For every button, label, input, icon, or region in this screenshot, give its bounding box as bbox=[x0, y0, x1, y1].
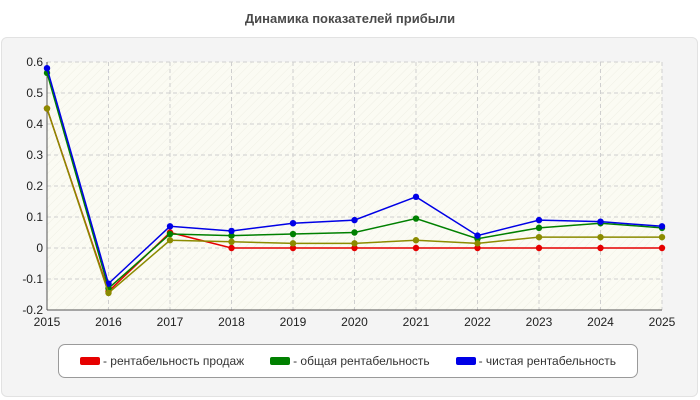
series-point-2 bbox=[474, 232, 481, 239]
series-point-2 bbox=[105, 280, 112, 287]
series-point-2 bbox=[351, 216, 358, 224]
x-tick-label: 2023 bbox=[526, 315, 553, 329]
series-point-3 bbox=[105, 289, 112, 297]
series-point-3 bbox=[535, 233, 543, 241]
legend-item-sales-profitability[interactable]: - рентабельность продаж bbox=[79, 354, 245, 368]
chart-title: Динамика показателей прибыли bbox=[244, 11, 456, 26]
x-tick-label: 2018 bbox=[218, 315, 245, 329]
series-point-0 bbox=[474, 244, 481, 252]
chart-legend: - рентабельность продаж - общая рентабел… bbox=[58, 344, 638, 378]
x-tick-label: 2016 bbox=[95, 315, 122, 329]
series-point-1 bbox=[412, 215, 420, 222]
y-tick-label: 0.4 bbox=[26, 117, 43, 131]
x-tick-label: 2024 bbox=[587, 315, 614, 329]
legend-swatch-green bbox=[270, 357, 291, 365]
series-point-2 bbox=[228, 227, 235, 235]
series-point-3 bbox=[474, 240, 481, 247]
legend-label: - рентабельность продаж bbox=[102, 354, 245, 368]
series-point-3 bbox=[412, 237, 420, 244]
series-point-1 bbox=[535, 224, 543, 232]
legend-label: - общая рентабельность bbox=[293, 354, 430, 368]
series-point-0 bbox=[228, 244, 235, 252]
series-point-0 bbox=[535, 244, 543, 252]
y-tick-label: 0.6 bbox=[26, 55, 43, 69]
series-point-3 bbox=[43, 105, 51, 112]
x-tick-label: 2019 bbox=[280, 315, 307, 329]
series-point-0 bbox=[658, 244, 666, 252]
x-tick-label: 2015 bbox=[34, 315, 61, 329]
series-point-3 bbox=[597, 233, 604, 241]
series-point-2 bbox=[43, 65, 51, 72]
series-point-2 bbox=[412, 193, 420, 201]
y-tick-label: 0.5 bbox=[26, 86, 43, 100]
series-point-3 bbox=[228, 238, 235, 245]
legend-swatch-red bbox=[79, 357, 100, 365]
series-point-2 bbox=[535, 216, 543, 224]
y-tick-label: 0.3 bbox=[26, 148, 43, 162]
series-point-3 bbox=[351, 240, 358, 247]
y-tick-label: 0.1 bbox=[26, 210, 43, 224]
x-tick-label: 2025 bbox=[649, 315, 676, 329]
series-point-0 bbox=[597, 244, 604, 252]
y-tick-label: 0 bbox=[36, 241, 43, 255]
legend-label: - чистая рентабельность bbox=[478, 354, 617, 368]
series-point-1 bbox=[228, 232, 235, 239]
series-point-2 bbox=[597, 218, 604, 225]
series-point-3 bbox=[166, 237, 174, 244]
series-point-3 bbox=[658, 233, 666, 241]
series-point-0 bbox=[351, 244, 358, 252]
y-tick-label: -0.2 bbox=[22, 303, 43, 317]
series-point-2 bbox=[166, 223, 174, 230]
series-point-0 bbox=[289, 244, 297, 252]
x-tick-label: 2017 bbox=[157, 315, 184, 329]
legend-swatch-blue bbox=[455, 357, 476, 365]
series-point-1 bbox=[166, 230, 174, 238]
series-point-2 bbox=[289, 220, 297, 227]
y-tick-label: 0.2 bbox=[26, 179, 43, 193]
y-tick-label: -0.1 bbox=[22, 272, 43, 286]
series-point-3 bbox=[289, 240, 297, 247]
legend-item-total-profitability[interactable]: - общая рентабельность bbox=[270, 354, 430, 368]
series-point-1 bbox=[289, 230, 297, 238]
series-point-1 bbox=[351, 229, 358, 236]
series-point-0 bbox=[412, 244, 420, 252]
legend-item-net-profitability[interactable]: - чистая рентабельность bbox=[455, 354, 617, 368]
series-point-2 bbox=[658, 223, 666, 230]
x-tick-label: 2022 bbox=[464, 315, 491, 329]
x-tick-label: 2020 bbox=[341, 315, 368, 329]
x-tick-label: 2021 bbox=[403, 315, 430, 329]
